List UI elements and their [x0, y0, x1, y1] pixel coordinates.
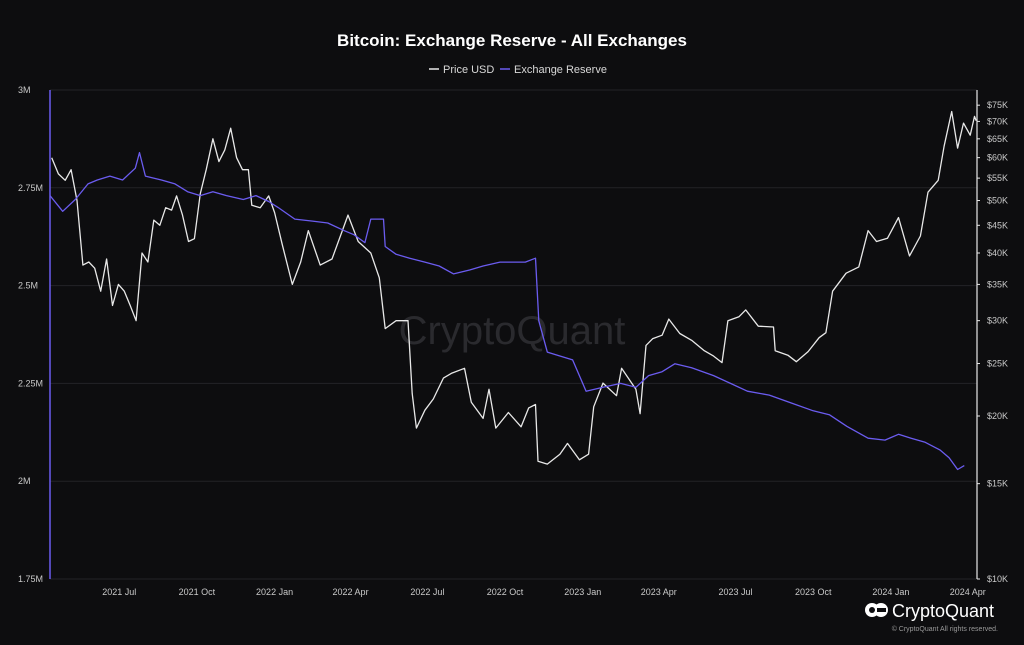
y-left-tick-label: 1.75M	[18, 574, 43, 584]
y-right-tick-label: $65K	[987, 134, 1008, 144]
x-tick-label: 2021 Oct	[179, 587, 216, 597]
x-tick-label: 2022 Jul	[410, 587, 444, 597]
y-left-tick-label: 2.75M	[18, 183, 43, 193]
y-right-tick-label: $25K	[987, 359, 1008, 369]
copyright: © CryptoQuant All rights reserved.	[892, 625, 998, 633]
y-right-tick-label: $50K	[987, 196, 1008, 206]
series-line-price-usd	[51, 110, 977, 465]
brand: CryptoQuant © CryptoQuant All rights res…	[865, 601, 998, 633]
y-right-tick-label: $20K	[987, 411, 1008, 421]
series-line-exchange-reserve	[49, 151, 965, 471]
y-left-tick-label: 3M	[18, 85, 31, 95]
y-right-tick-label: $35K	[987, 279, 1008, 289]
legend-item-price[interactable]: Price USD	[443, 64, 494, 76]
x-tick-label: 2023 Jul	[719, 587, 753, 597]
x-tick-label: 2022 Jan	[256, 587, 293, 597]
y-right-tick-label: $10K	[987, 574, 1008, 584]
x-tick-label: 2023 Apr	[641, 587, 677, 597]
y-right-tick-label: $55K	[987, 173, 1008, 183]
legend-item-reserve[interactable]: Exchange Reserve	[514, 64, 607, 76]
y-left-tick-label: 2.5M	[18, 281, 38, 291]
y-left-tick-label: 2.25M	[18, 378, 43, 388]
y-right-tick-label: $70K	[987, 116, 1008, 126]
axes	[49, 90, 978, 579]
x-tick-label: 2023 Jan	[564, 587, 601, 597]
x-tick-label: 2023 Oct	[795, 587, 832, 597]
y-right-tick-label: $75K	[987, 100, 1008, 110]
y-right-tick-label: $15K	[987, 479, 1008, 489]
y-right-tick-label: $30K	[987, 316, 1008, 326]
y-right-tick-label: $60K	[987, 153, 1008, 163]
chart-title: Bitcoin: Exchange Reserve - All Exchange…	[337, 31, 687, 50]
y-right-tick-label: $40K	[987, 248, 1008, 258]
x-tick-label: 2022 Apr	[333, 587, 369, 597]
grid	[50, 89, 977, 580]
tick-labels: 1.75M 2M 2.25M 2.5M 2.75M 3M $10K $15K $20K $25K $…	[18, 85, 1008, 597]
brand-name: CryptoQuant	[892, 601, 994, 621]
y-left-tick-label: 2M	[18, 476, 31, 486]
legend: Price USD Exchange Reserve	[429, 64, 607, 76]
cryptoquant-logo-icon	[865, 603, 888, 617]
watermark: CryptoQuant	[399, 309, 626, 353]
x-tick-label: 2022 Oct	[487, 587, 524, 597]
y-right-tick-label: $45K	[987, 220, 1008, 230]
x-tick-label: 2021 Jul	[102, 587, 136, 597]
x-tick-label: 2024 Apr	[950, 587, 986, 597]
series-layer	[49, 110, 977, 471]
x-tick-label: 2024 Jan	[872, 587, 909, 597]
